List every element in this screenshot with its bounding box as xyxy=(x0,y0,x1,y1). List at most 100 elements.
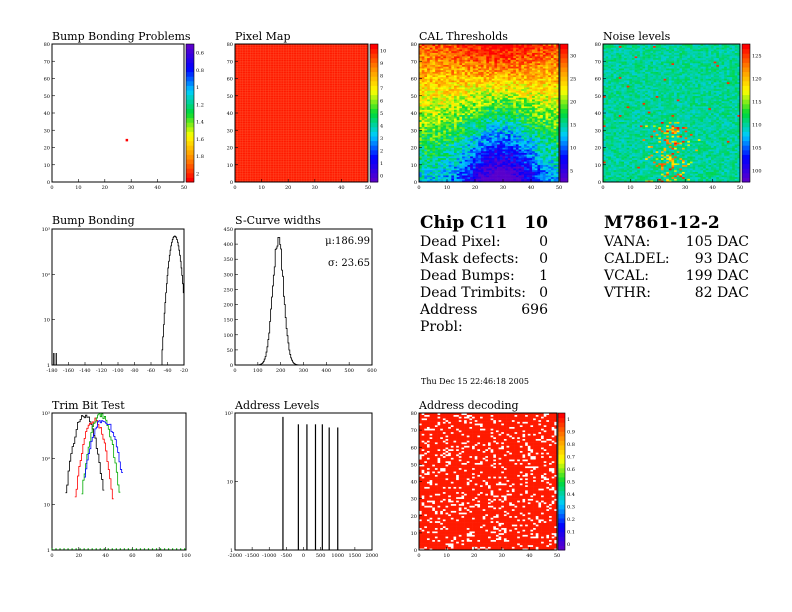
heatmap-cell xyxy=(502,114,506,117)
colorbar-label: 20 xyxy=(570,100,576,106)
heatmap-cell xyxy=(537,161,541,164)
heatmap-cell xyxy=(486,150,490,153)
heatmap-cell xyxy=(545,142,549,145)
heatmap-cell xyxy=(448,69,452,72)
heatmap-cell xyxy=(483,107,487,110)
heatmap-cell xyxy=(526,78,530,81)
heatmap-cell xyxy=(429,64,433,67)
heatmap-cell xyxy=(437,47,441,50)
heatmap-cell xyxy=(472,119,476,122)
heatmap-cell xyxy=(534,119,538,122)
heatmap-cell xyxy=(515,114,519,117)
heatmap-cell xyxy=(534,87,538,90)
heatmap-cell xyxy=(613,88,617,91)
heatmap-cell xyxy=(491,152,495,155)
heatmap-cell xyxy=(440,137,444,140)
heatmap-cell xyxy=(545,100,549,103)
heatmap-cell xyxy=(513,102,517,105)
heatmap-cell xyxy=(483,178,487,181)
heatmap-cell xyxy=(529,87,533,90)
heatmap-cell xyxy=(483,57,487,60)
heatmap-cell xyxy=(475,75,479,78)
heatmap-cell xyxy=(456,76,460,79)
heatmap-cell xyxy=(532,54,536,57)
heatmap-cell xyxy=(464,173,468,176)
heatmap-cell xyxy=(521,73,525,76)
heatmap-cell xyxy=(489,62,492,65)
heatmap-cell xyxy=(613,47,617,50)
heatmap-cell xyxy=(489,149,492,152)
heatmap-cell xyxy=(427,59,431,62)
heatmap-cell xyxy=(427,163,431,166)
heatmap-cell xyxy=(462,64,466,67)
y-tick-label: 20 xyxy=(227,146,233,152)
heatmap-cell xyxy=(486,157,490,160)
heatmap-cell xyxy=(605,104,609,107)
heatmap-cell xyxy=(480,85,484,88)
heatmap-cell xyxy=(464,85,468,88)
heatmap-cell xyxy=(515,168,519,171)
heatmap-cell xyxy=(505,140,509,143)
heatmap-cell xyxy=(480,137,484,140)
heatmap-cell xyxy=(427,140,431,143)
heatmap-cell xyxy=(518,138,522,141)
heatmap-cell xyxy=(459,44,463,47)
heatmap-cell xyxy=(545,161,549,164)
heatmap-cell xyxy=(499,163,503,166)
heatmap-cell xyxy=(537,50,541,53)
heatmap-cell xyxy=(419,116,422,119)
heatmap-cell xyxy=(419,52,422,55)
heatmap-cell xyxy=(524,126,527,129)
heatmap-cell xyxy=(513,173,517,176)
heatmap-cell xyxy=(497,61,501,64)
heatmap-cell xyxy=(467,152,471,155)
heatmap-cell xyxy=(556,176,560,179)
heatmap-cell xyxy=(537,44,541,47)
heatmap-cell xyxy=(494,44,498,47)
heatmap-cell xyxy=(524,75,527,78)
heatmap-cell xyxy=(443,94,447,97)
heatmap-cell xyxy=(486,128,490,131)
heatmap-cell xyxy=(605,87,609,90)
heatmap-cell xyxy=(556,45,560,48)
heatmap-cell xyxy=(424,68,428,71)
heatmap-cell xyxy=(524,71,527,74)
heatmap-cell xyxy=(524,69,527,72)
heatmap-cell xyxy=(448,154,452,157)
heatmap-cell xyxy=(432,113,436,116)
heatmap-cell xyxy=(486,61,490,64)
heatmap-cell xyxy=(451,57,455,60)
heatmap-cell xyxy=(440,99,444,102)
heatmap-cell xyxy=(603,56,606,59)
heatmap-cell xyxy=(553,150,557,153)
heatmap-cell xyxy=(421,64,425,67)
heatmap-cell xyxy=(419,49,422,52)
heatmap-cell xyxy=(521,135,525,138)
heatmap-cell xyxy=(451,154,455,157)
heatmap-cell xyxy=(605,76,609,79)
heatmap-cell xyxy=(499,152,503,155)
heatmap-cell xyxy=(491,62,495,65)
heatmap-cell xyxy=(480,109,484,112)
heatmap-cell xyxy=(603,154,606,157)
heatmap-cell xyxy=(478,87,482,90)
heatmap-cell xyxy=(518,52,522,55)
heatmap-cell xyxy=(445,78,449,81)
heatmap-cell xyxy=(464,147,468,150)
heatmap-cell xyxy=(534,47,538,50)
heatmap-cell xyxy=(459,140,463,143)
heatmap-cell xyxy=(429,71,433,74)
heatmap-cell xyxy=(605,163,609,166)
heatmap-cell xyxy=(526,128,530,131)
heatmap-cell xyxy=(483,116,487,119)
heatmap-cell xyxy=(483,133,487,136)
heatmap-cell xyxy=(513,157,517,160)
heatmap-cell xyxy=(440,168,444,171)
heatmap-cell xyxy=(515,97,519,100)
heatmap-cell xyxy=(521,94,525,97)
heatmap-cell xyxy=(502,116,506,119)
heatmap-cell xyxy=(451,83,455,86)
heatmap-cell xyxy=(451,106,455,109)
x-tick-label: 50 xyxy=(365,185,371,191)
heatmap-cell xyxy=(537,157,541,160)
